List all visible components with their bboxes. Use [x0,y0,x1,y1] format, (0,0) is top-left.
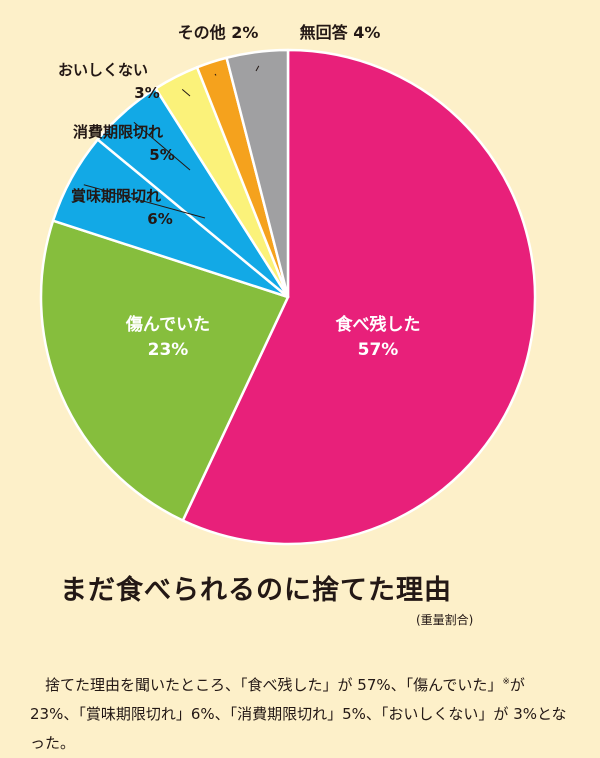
slice-4-leader [133,121,191,171]
slice-5-value: 3% [134,84,159,102]
slice-2-label: 傷んでいた [125,314,210,335]
pie-slices [39,48,537,546]
slice-3-leader [83,184,206,219]
slice-labels: 食べ残した 57% 傷んでいた 23% 賞味期限切れ 6% 消費期限切れ 5% おいしくない 3%… [58,23,421,360]
note-mark: ※ [502,677,510,687]
pie-chart: 食べ残した 57% 傷んでいた 23% 賞味期限切れ 6% 消費期限切れ 5% おいしくない 3%… [39,23,537,546]
slice-5-label: おいしくない [58,61,148,79]
leader-lines [83,65,260,219]
description-part1: 捨てた理由を聞いたところ、「食べ残した」が 57%、「傷んでいた」 [45,676,503,694]
slice-7-leader [255,65,260,72]
slice-5-leader [181,89,191,97]
slice-4-label: 消費期限切れ [73,123,163,141]
slice-1-wedge [181,48,537,546]
slice-6-label: その他 2% [178,23,259,42]
slice-3-label: 賞味期限切れ [71,187,161,205]
description-part2: が 23%、「賞味期限切れ」6%、「消費期限切れ」5%、「おいしくない」が 3%… [30,676,567,752]
slice-2-value: 23% [148,340,189,360]
slice-7-label: 無回答 4% [300,23,381,42]
chart-title: まだ食べられるのに捨てた理由 [60,575,452,606]
chart-subtitle: (重量割合) [416,613,474,627]
description-text: 捨てた理由を聞いたところ、「食べ残した」が 57%、「傷んでいた」※が 23%、… [30,671,575,758]
slice-2-wedge [39,219,290,522]
slice-1-value: 57% [358,340,399,360]
slice-4-value: 5% [149,146,174,164]
slice-6-leader [214,73,217,76]
slice-3-value: 6% [147,210,172,228]
slice-7-wedge [225,48,290,299]
slice-1-label: 食べ残した [336,314,421,335]
